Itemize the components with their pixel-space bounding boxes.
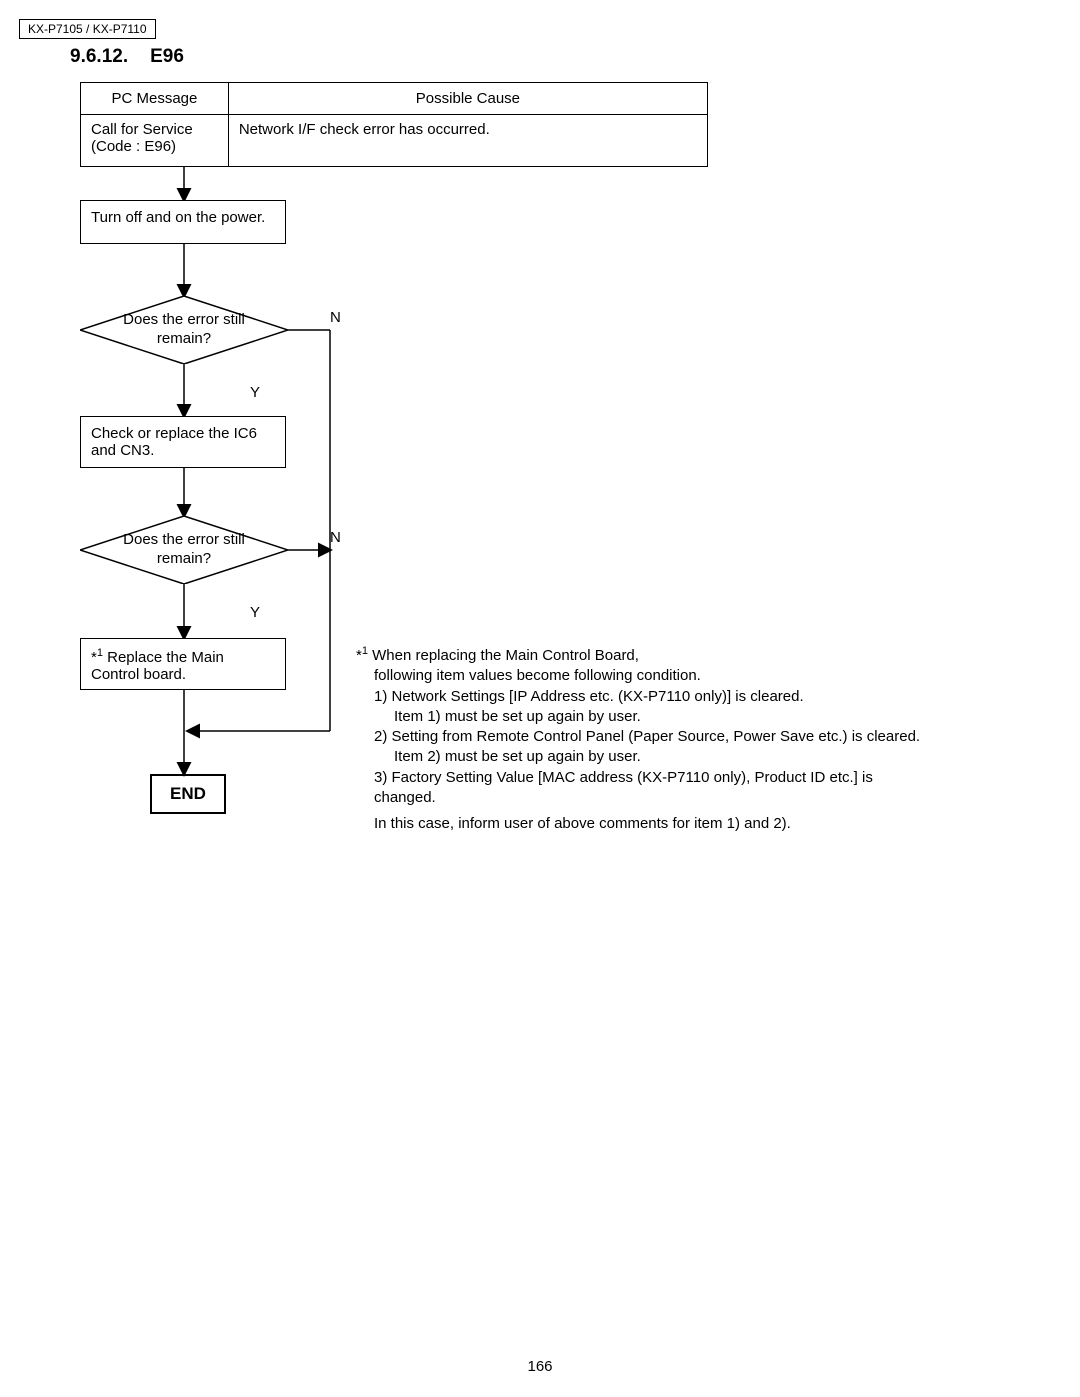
note-2b: Item 2) must be set up again by user. — [394, 747, 936, 767]
model-text: KX-P7105 / KX-P7110 — [28, 22, 147, 36]
step-replace-text: Replace the Main Control board. — [91, 649, 224, 683]
cell-pc-message: Call for Service (Code : E96) — [81, 115, 229, 167]
header-pc-message: PC Message — [81, 83, 229, 115]
note-line2: following item values become following c… — [374, 666, 936, 686]
pc-message-l1: Call for Service — [91, 121, 193, 138]
section-number: 9.6.12. — [70, 46, 128, 67]
header-table: PC Message Possible Cause Call for Servi… — [80, 82, 708, 167]
label-y-1: Y — [250, 384, 260, 401]
step-power-cycle: Turn off and on the power. — [80, 200, 286, 244]
step-replace-main-board: *1 Replace the Main Control board. — [80, 638, 286, 690]
note-1: 1) Network Settings [IP Address etc. (KX… — [374, 687, 936, 707]
note-lead: *1 When replacing the Main Control Board… — [356, 644, 936, 666]
step-check-ic6-cn3: Check or replace the IC6 and CN3. — [80, 416, 286, 468]
step-power-cycle-text: Turn off and on the power. — [91, 209, 265, 226]
table-row: PC Message Possible Cause — [81, 83, 708, 115]
pc-message-l2: (Code : E96) — [91, 138, 176, 155]
section-name: E96 — [150, 46, 184, 67]
decision-1-text: Does the error stillremain? — [80, 296, 288, 364]
label-n-1: N — [330, 309, 341, 326]
decision-2-text: Does the error stillremain? — [80, 516, 288, 584]
page-number: 166 — [0, 1358, 1080, 1375]
decision-error-remain-1: Does the error stillremain? — [80, 296, 288, 364]
footnote-block: *1 When replacing the Main Control Board… — [356, 644, 936, 834]
step-check-ic6-cn3-text: Check or replace the IC6 and CN3. — [91, 425, 257, 459]
note-lead-text: When replacing the Main Control Board, — [368, 647, 639, 664]
end-text: END — [170, 784, 206, 803]
note-2: 2) Setting from Remote Control Panel (Pa… — [374, 727, 936, 747]
section-title: 9.6.12. E96 — [70, 46, 184, 68]
table-row: Call for Service (Code : E96) Network I/… — [81, 115, 708, 167]
cell-possible-cause: Network I/F check error has occurred. — [228, 115, 707, 167]
decision-error-remain-2: Does the error stillremain? — [80, 516, 288, 584]
header-possible-cause: Possible Cause — [228, 83, 707, 115]
label-y-2: Y — [250, 604, 260, 621]
end-box: END — [150, 774, 226, 814]
model-box: KX-P7105 / KX-P7110 — [19, 19, 156, 39]
note-3: 3) Factory Setting Value [MAC address (K… — [374, 768, 936, 809]
note-tail: In this case, inform user of above comme… — [374, 814, 936, 834]
note-1b: Item 1) must be set up again by user. — [394, 707, 936, 727]
label-n-2: N — [330, 529, 341, 546]
